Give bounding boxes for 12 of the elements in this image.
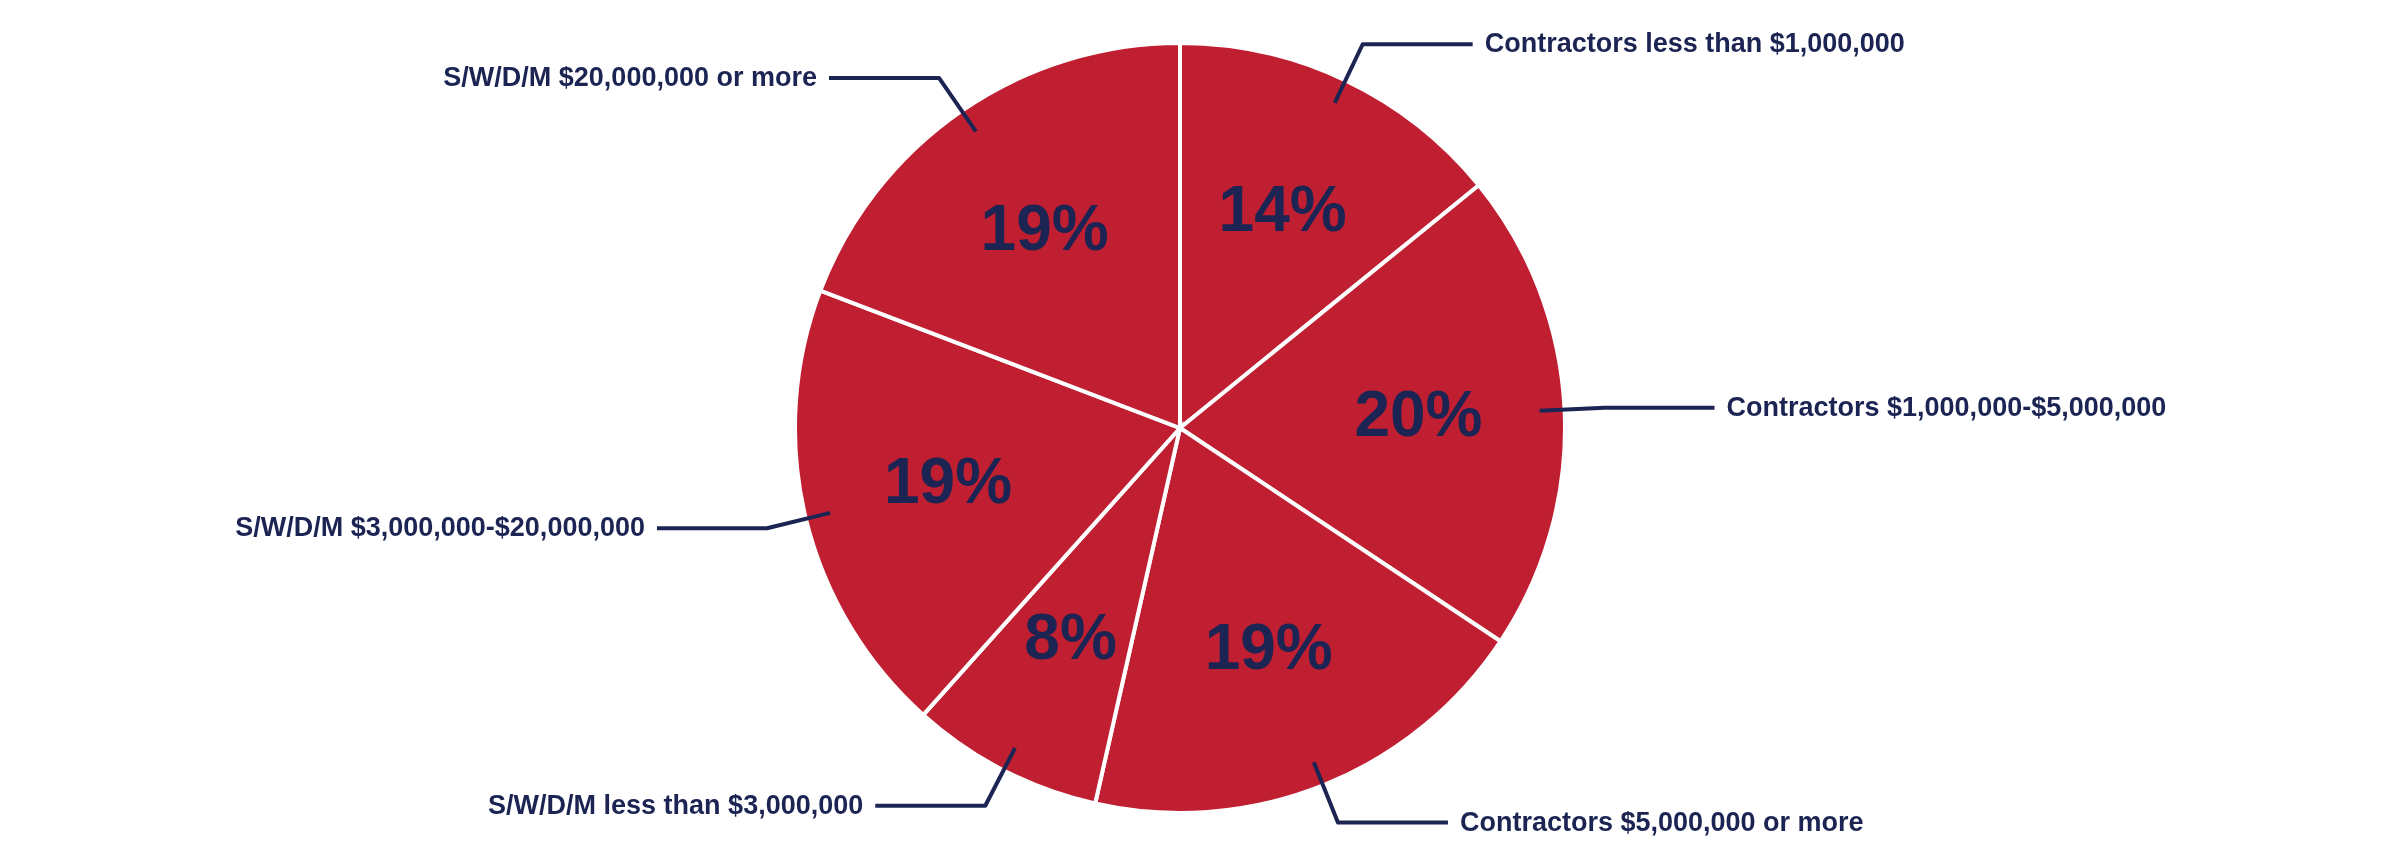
- slice-label: S/W/D/M $20,000,000 or more: [443, 61, 817, 92]
- data-label: 19%: [980, 192, 1109, 265]
- data-label: 19%: [883, 445, 1013, 518]
- slice-label: Contractors less than $1,000,000: [1484, 28, 1905, 59]
- slice-label: S/W/D/M $3,000,000-$20,000,000: [235, 512, 645, 543]
- data-label: 14%: [1218, 173, 1347, 246]
- data-label: 8%: [1024, 601, 1117, 674]
- slice-label: Contractors $5,000,000 or more: [1459, 806, 1864, 837]
- slice-label: S/W/D/M less than $3,000,000: [488, 789, 864, 820]
- slice-label: Contractors $1,000,000-$5,000,000: [1726, 391, 2167, 422]
- data-label: 20%: [1354, 377, 1483, 450]
- data-label: 19%: [1204, 610, 1333, 683]
